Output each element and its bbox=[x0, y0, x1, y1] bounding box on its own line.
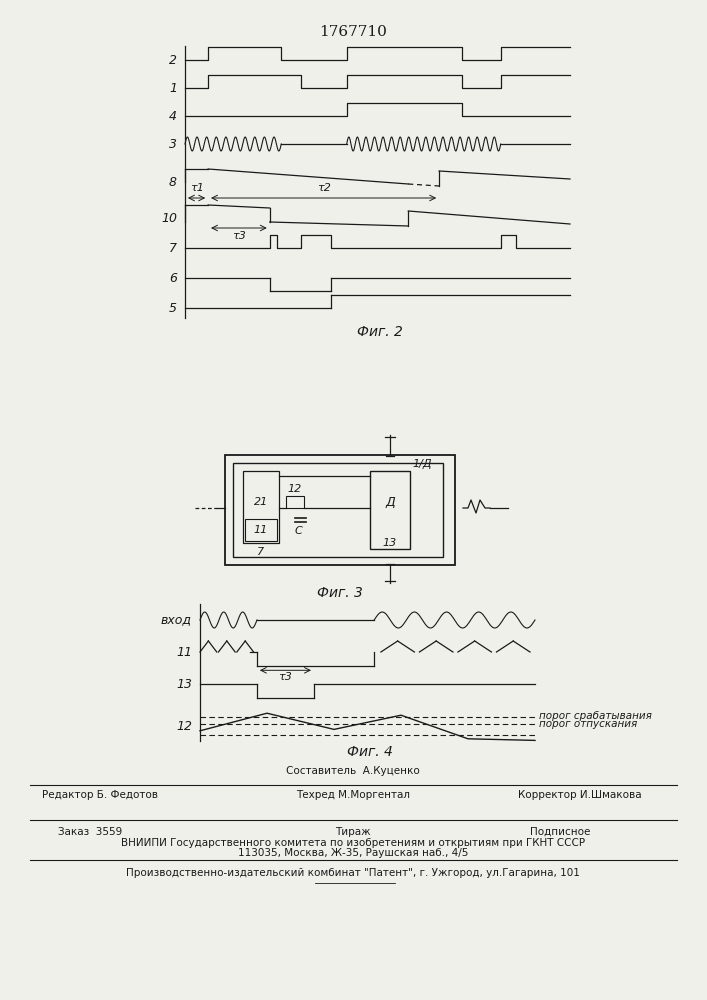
Text: 8: 8 bbox=[169, 176, 177, 188]
Text: 1: 1 bbox=[169, 82, 177, 95]
Text: Производственно-издательский комбинат "Патент", г. Ужгород, ул.Гагарина, 101: Производственно-издательский комбинат "П… bbox=[126, 868, 580, 878]
Text: вход: вход bbox=[161, 613, 192, 626]
Bar bbox=[245, 519, 277, 541]
Text: 11: 11 bbox=[254, 525, 268, 535]
Text: 2: 2 bbox=[169, 53, 177, 66]
Text: 13: 13 bbox=[383, 538, 397, 548]
Text: ВНИИПИ Государственного комитета по изобретениям и открытиям при ГКНТ СССР: ВНИИПИ Государственного комитета по изоб… bbox=[121, 838, 585, 848]
Text: 3: 3 bbox=[169, 137, 177, 150]
Text: 11: 11 bbox=[176, 646, 192, 658]
Bar bbox=[286, 496, 304, 508]
Text: Корректор И.Шмакова: Корректор И.Шмакова bbox=[518, 790, 642, 800]
Text: 1/Д: 1/Д bbox=[412, 459, 432, 469]
Text: 21: 21 bbox=[254, 497, 268, 507]
Text: 4: 4 bbox=[169, 109, 177, 122]
Text: Д: Д bbox=[385, 496, 395, 509]
Text: порог срабатывания: порог срабатывания bbox=[539, 711, 652, 721]
Bar bbox=[225, 455, 455, 565]
Text: 7: 7 bbox=[169, 241, 177, 254]
Text: 10: 10 bbox=[161, 212, 177, 225]
Text: Заказ  3559: Заказ 3559 bbox=[58, 827, 122, 837]
Text: Фиг. 2: Фиг. 2 bbox=[357, 325, 403, 339]
Text: τ2: τ2 bbox=[317, 183, 331, 193]
Text: τ3: τ3 bbox=[279, 672, 293, 682]
Text: 5: 5 bbox=[169, 302, 177, 314]
Text: 12: 12 bbox=[288, 484, 302, 494]
Text: Тираж: Тираж bbox=[335, 827, 370, 837]
Text: Фиг. 4: Фиг. 4 bbox=[347, 745, 393, 759]
Text: 6: 6 bbox=[169, 271, 177, 284]
Text: 1767710: 1767710 bbox=[319, 25, 387, 39]
Bar bbox=[370, 471, 410, 549]
Text: Фиг. 3: Фиг. 3 bbox=[317, 586, 363, 600]
Text: 12: 12 bbox=[176, 720, 192, 732]
Text: Техред М.Моргентал: Техред М.Моргентал bbox=[296, 790, 410, 800]
Bar bbox=[243, 471, 279, 543]
Text: Подписное: Подписное bbox=[530, 827, 590, 837]
Text: τ1: τ1 bbox=[189, 183, 204, 193]
Text: τ3: τ3 bbox=[232, 231, 246, 241]
Text: порог отпускания: порог отпускания bbox=[539, 719, 637, 729]
Text: Редактор Б. Федотов: Редактор Б. Федотов bbox=[42, 790, 158, 800]
Text: C: C bbox=[294, 526, 302, 536]
Text: 13: 13 bbox=[176, 678, 192, 690]
Bar bbox=[233, 463, 443, 557]
Text: 113035, Москва, Ж-35, Раушская наб., 4/5: 113035, Москва, Ж-35, Раушская наб., 4/5 bbox=[238, 848, 468, 858]
Text: Составитель  А.Куценко: Составитель А.Куценко bbox=[286, 766, 420, 776]
Text: 7: 7 bbox=[257, 547, 264, 557]
